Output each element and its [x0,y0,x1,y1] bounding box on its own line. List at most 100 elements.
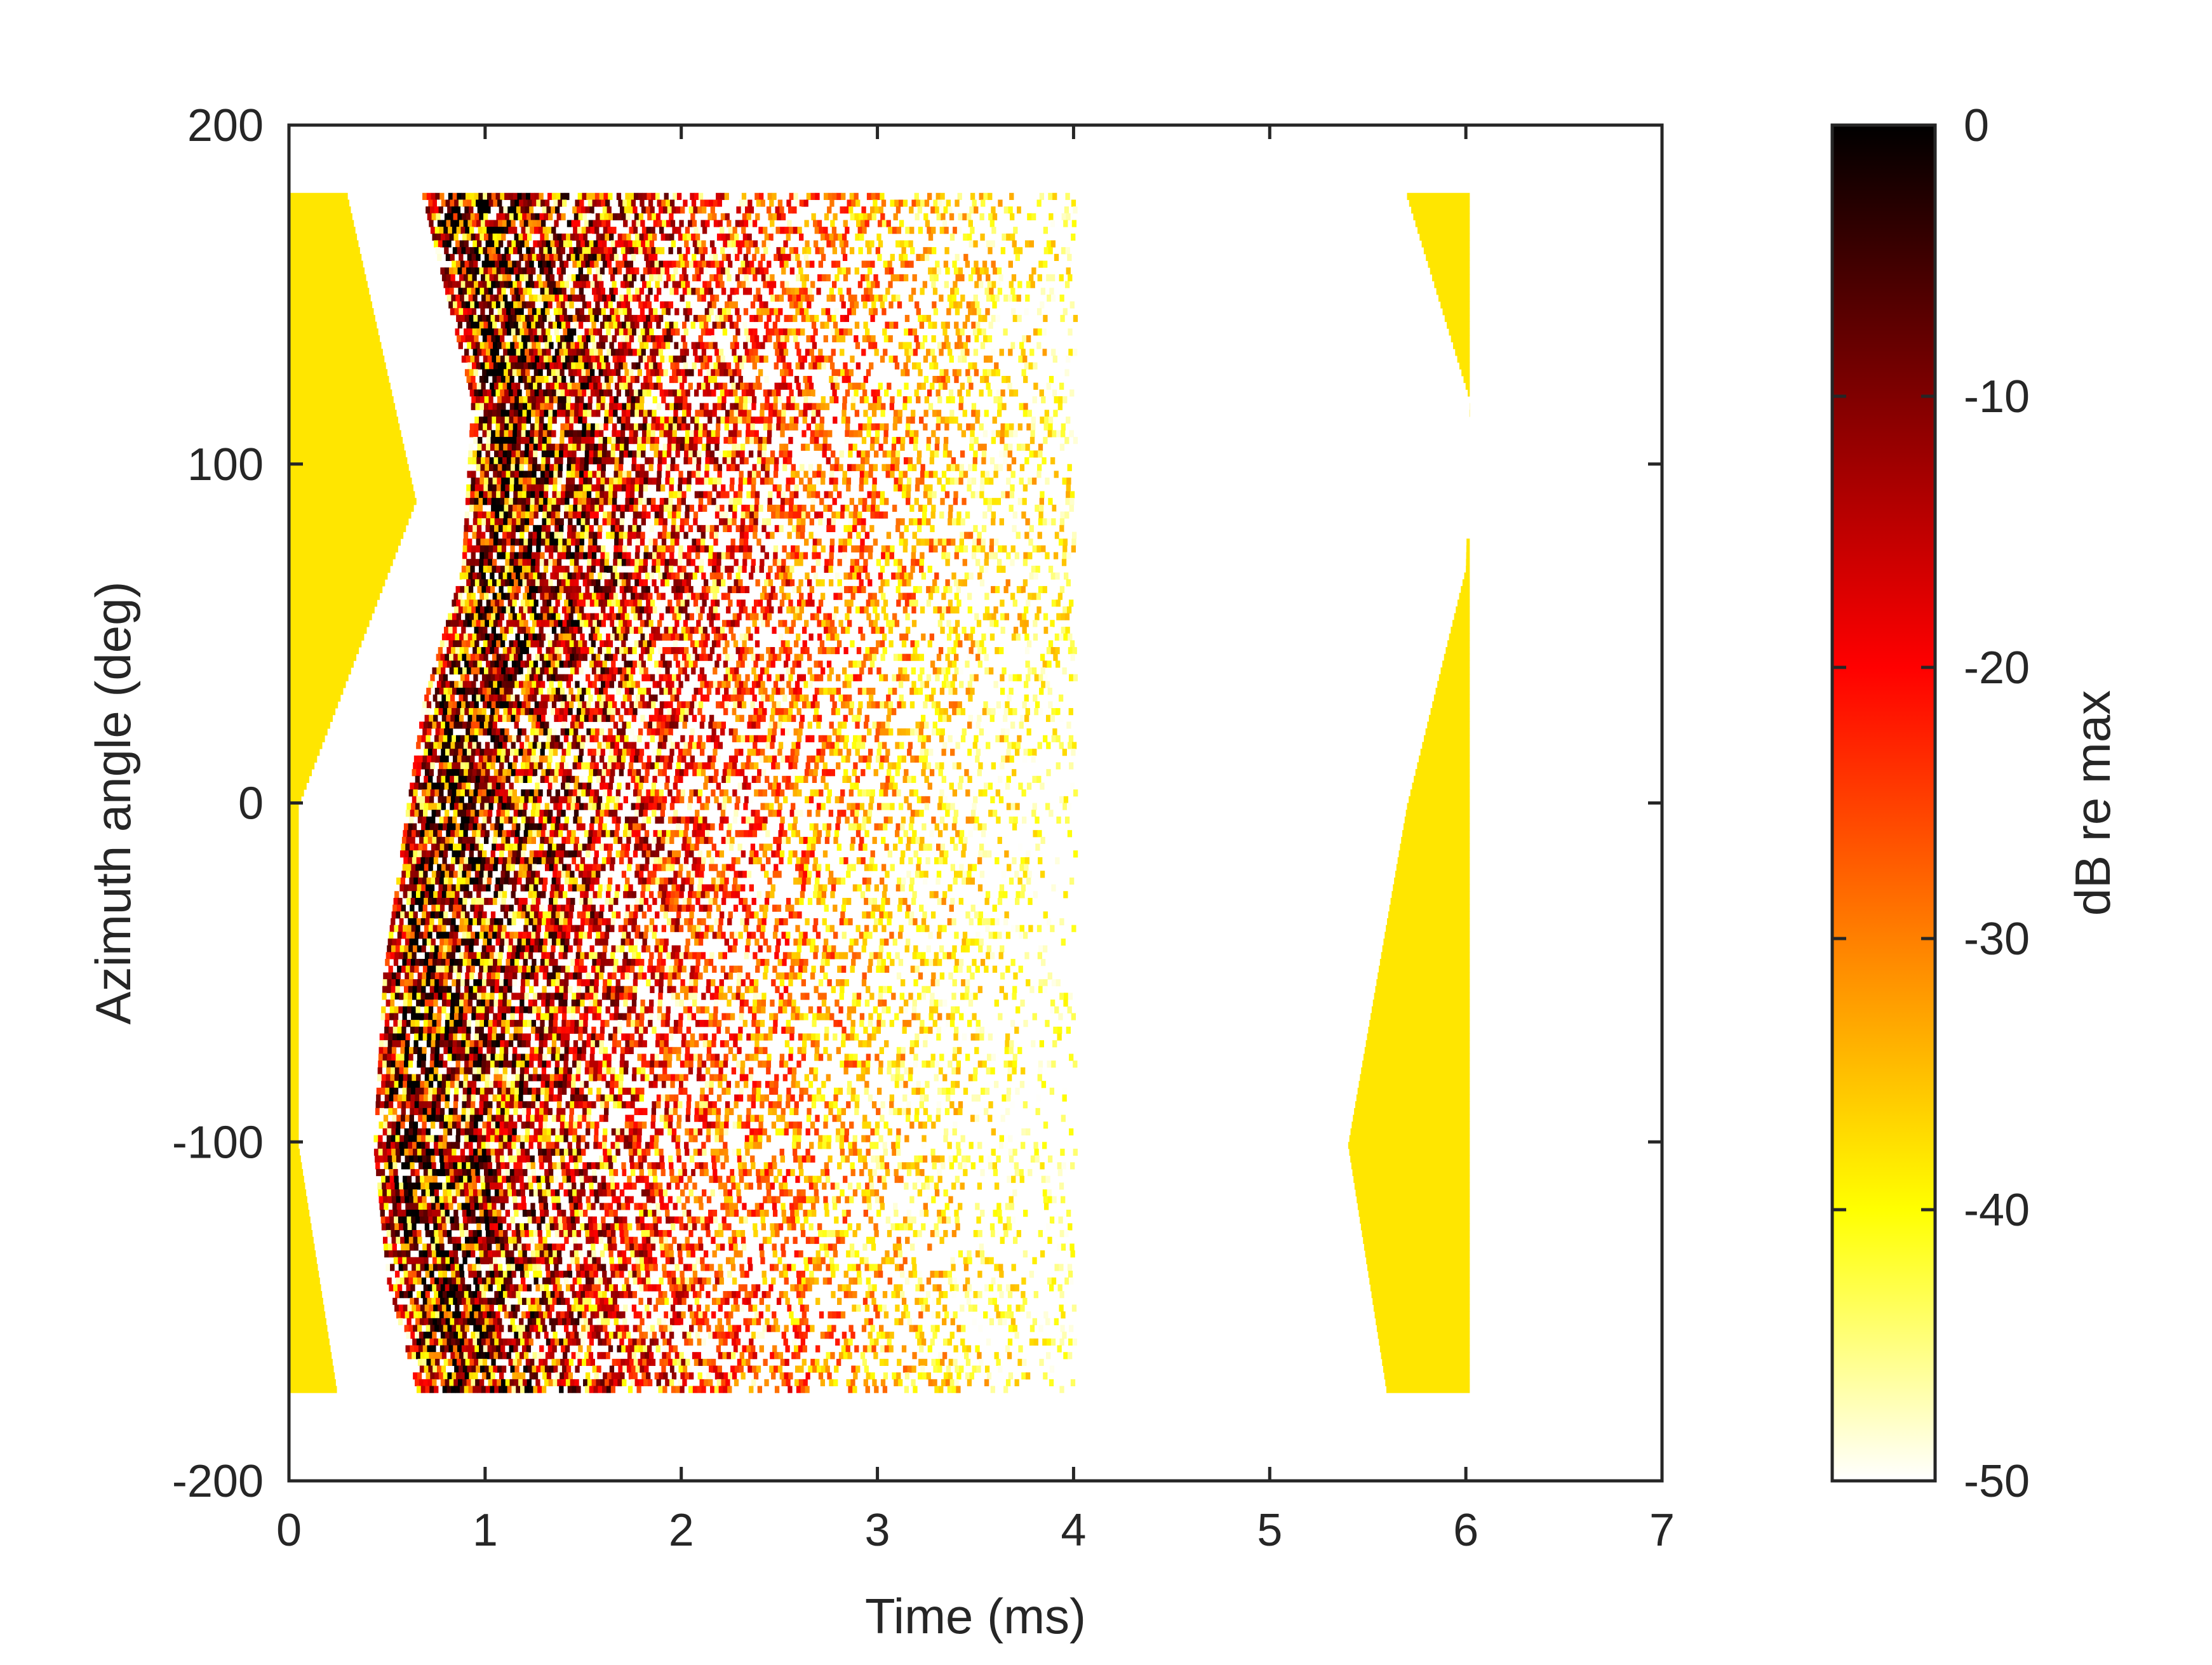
heatmap-cell [491,315,495,322]
heatmap-cell [500,335,504,342]
heatmap-cell [612,424,617,431]
heatmap-cell [870,511,875,518]
heatmap-cell [811,566,815,573]
heatmap-cell [661,545,666,552]
heatmap-cell [629,261,633,268]
heatmap-cell [558,254,562,261]
heatmap-cell [777,417,781,424]
heatmap-cell [931,281,935,288]
heatmap-cell [596,593,601,600]
heatmap-cell [836,261,840,268]
heatmap-cell [546,274,550,281]
heatmap-cell [470,356,474,363]
heatmap-cell [479,247,483,254]
heatmap-cell [953,498,958,505]
heatmap-cell [619,532,623,539]
heatmap-cell [747,288,752,295]
heatmap-cell [676,444,680,451]
heatmap-cell [697,525,701,532]
heatmap-cell [500,491,505,498]
heatmap-cell [1066,417,1070,424]
heatmap-cell [580,525,585,532]
heatmap-cell [971,410,975,417]
heatmap-cell [840,369,845,376]
heatmap-cell [687,559,691,566]
heatmap-cell [534,227,539,234]
heatmap-cell [775,511,780,518]
heatmap-cell [615,457,619,464]
heatmap-cell [588,308,593,315]
heatmap-cell [565,430,569,437]
heatmap-cell [602,240,607,247]
heatmap-cell [744,328,749,335]
heatmap-cell [870,295,875,302]
heatmap-cell [786,234,791,241]
heatmap-cell [991,437,996,444]
heatmap-cell [567,274,572,281]
heatmap-cell [552,491,556,498]
heatmap-cell [585,444,589,451]
heatmap-cell [848,511,853,518]
heatmap-cell [1060,518,1064,525]
heatmap-cell [605,593,609,600]
heatmap-cell [563,349,568,356]
heatmap-cell [916,363,921,370]
heatmap-cell [736,525,741,532]
heatmap-cell [551,281,556,288]
heatmap-cell [981,457,986,464]
heatmap-cell [783,383,788,390]
heatmap-cell [775,315,780,322]
heatmap-cell [741,518,745,525]
heatmap-cell [910,566,915,573]
heatmap-cell [779,444,784,451]
heatmap-cell [854,335,858,342]
heatmap-cell [502,538,506,545]
heatmap-cell [793,505,798,512]
heatmap-cell [796,295,801,302]
heatmap-cell [513,335,517,342]
heatmap-cell [716,579,721,586]
heatmap-cell [798,389,802,396]
heatmap-cell [965,511,970,518]
heatmap-cell [494,240,499,247]
heatmap-cell [622,322,626,329]
heatmap-cell [874,295,878,302]
heatmap-cell [711,261,715,268]
heatmap-cell [848,450,852,457]
heatmap-cell [611,349,615,356]
heatmap-cell [931,505,935,512]
heatmap-cell [500,417,505,424]
heatmap-cell [749,328,753,335]
heatmap-cell [482,369,486,376]
heatmap-cell [520,450,525,457]
heatmap-cell [546,240,551,247]
heatmap-cell [810,315,814,322]
heatmap-cell [675,532,680,539]
heatmap-cell [497,234,501,241]
heatmap-cell [744,254,748,261]
heatmap-cell [580,457,584,464]
heatmap-cell [863,302,868,309]
heatmap-cell [593,254,597,261]
heatmap-cell [476,199,480,206]
heatmap-cell [474,356,479,363]
heatmap-cell [905,430,909,437]
heatmap-cell [710,295,714,302]
heatmap-cell [582,498,586,505]
heatmap-cell [617,356,621,363]
heatmap-cell [655,424,660,431]
heatmap-cell [932,335,936,342]
heatmap-cell [518,193,522,200]
heatmap-cell [586,206,590,213]
heatmap-cell [716,356,721,363]
heatmap-cell [742,193,746,200]
heatmap-cell [523,538,528,545]
heatmap-cell [529,206,533,213]
heatmap-cell [730,322,734,329]
heatmap-cell [547,424,552,431]
heatmap-cell [699,566,704,573]
heatmap-cell [895,464,899,471]
heatmap-cell [478,498,483,505]
heatmap-cell [732,586,736,593]
heatmap-cell [734,403,739,410]
